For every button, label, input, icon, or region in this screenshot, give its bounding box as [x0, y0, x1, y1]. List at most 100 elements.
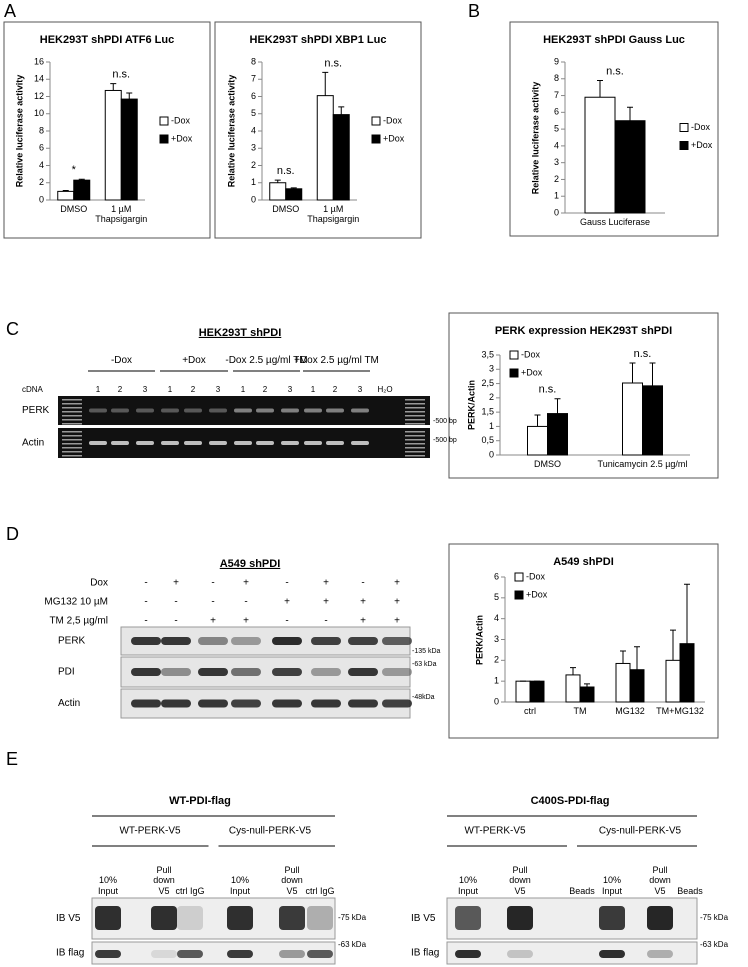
condition-sign: - — [211, 578, 214, 589]
ladder-band — [405, 435, 425, 437]
bar — [57, 190, 75, 201]
bar — [515, 680, 531, 703]
size-marker: -63 kDa — [338, 940, 367, 949]
annotation: n.s. — [606, 65, 624, 77]
ladder-band — [62, 435, 82, 437]
x-tick-label: Gauss Luciferase — [580, 217, 650, 227]
lane-label: Beads — [677, 886, 703, 896]
blot-band — [198, 637, 228, 645]
panel-letter: D — [6, 524, 19, 544]
blot-band — [161, 637, 191, 645]
construct-label: Cys-null-PERK-V5 — [599, 826, 682, 837]
error-bar — [627, 106, 633, 121]
gel-band — [281, 441, 299, 445]
y-tick-label: 7 — [251, 74, 256, 84]
gel-band — [326, 441, 344, 445]
legend-swatch — [371, 116, 381, 126]
bar — [285, 188, 303, 201]
annotation: * — [72, 164, 77, 176]
blot-band — [227, 906, 253, 930]
legend-label: -Dox — [383, 115, 403, 125]
x-tick-label: 1 µM Thapsigargin — [95, 204, 148, 225]
blot-band — [131, 637, 161, 645]
size-marker: -63 kDa — [700, 940, 729, 949]
lane-label: 10% Input — [601, 875, 623, 896]
y-tick-label: 3 — [494, 634, 499, 644]
chart-title: HEK293T shPDI ATF6 Luc — [40, 34, 174, 46]
legend-label: -Dox — [526, 571, 546, 581]
panel-letter: A — [4, 1, 16, 21]
legend-swatch — [514, 590, 524, 600]
legend-label: -Dox — [691, 122, 711, 132]
error-bar — [554, 398, 561, 414]
condition-sign: - — [244, 597, 247, 608]
error-bar — [126, 92, 133, 100]
x-tick-label: DMSO — [60, 204, 87, 214]
lane-label: 2 — [263, 385, 268, 394]
lane-label: 1 — [96, 385, 101, 394]
chart-frame — [448, 543, 719, 739]
y-tick-label: 12 — [34, 91, 44, 101]
ladder-band — [62, 415, 82, 417]
y-tick-label: 8 — [554, 73, 559, 83]
condition-sign: + — [394, 597, 400, 608]
ladder-band — [62, 399, 82, 401]
y-tick-label: 6 — [251, 91, 256, 101]
blot-band — [311, 637, 341, 645]
ladder-band — [405, 419, 425, 421]
y-tick-label: 3 — [554, 157, 559, 167]
lane-label: ctrl IgG — [305, 886, 334, 896]
legend-label: +Dox — [526, 589, 548, 599]
y-tick-label: 3 — [489, 364, 494, 374]
chart-title: HEK293T shPDI Gauss Luc — [543, 34, 685, 46]
gel-title: HEK293T shPDI — [199, 327, 282, 339]
y-tick-label: 1 — [494, 676, 499, 686]
bar — [547, 413, 568, 456]
y-tick-label: 2 — [494, 655, 499, 665]
legend-swatch — [509, 350, 519, 360]
lane-label: Pull down V5 — [281, 865, 303, 896]
bar — [104, 89, 122, 201]
blot-band — [231, 668, 261, 676]
bar — [73, 179, 91, 201]
chart-frame — [509, 21, 719, 237]
group-label: -Dox 2.5 µg/ml TM — [225, 354, 308, 366]
bar — [529, 680, 545, 703]
lane-label: 1 — [241, 385, 246, 394]
lane-label: Pull down V5 — [649, 864, 671, 896]
x-tick-label: ctrl — [524, 706, 536, 716]
ladder-band — [62, 403, 82, 405]
gel-band — [184, 408, 202, 413]
lane-label: 10% Input — [98, 875, 118, 895]
x-tick-label: MG132 — [615, 706, 645, 716]
blot-band — [227, 950, 253, 958]
size-marker: -75 kDa — [700, 913, 729, 922]
blot-band — [177, 906, 203, 930]
blot-band — [151, 906, 177, 930]
x-tick-label: DMSO — [272, 204, 300, 214]
y-tick-label: 5 — [554, 123, 559, 133]
lane-label: 10% Input — [601, 875, 623, 896]
y-tick-label: 4 — [554, 140, 559, 150]
chart-title: A549 shPDI — [553, 556, 614, 568]
y-tick-label: 0 — [489, 449, 494, 459]
blot-band — [151, 950, 177, 958]
group-label: +Dox — [182, 355, 206, 366]
y-tick-label: 8 — [39, 125, 44, 135]
blot-band — [161, 699, 191, 708]
lane-label: 2 — [333, 385, 338, 394]
gel-band — [89, 408, 107, 413]
blot-band — [507, 950, 533, 958]
error-bar — [670, 629, 676, 661]
lane-label: Pull down V5 — [153, 865, 175, 896]
x-tick-label: TM — [573, 706, 587, 716]
blot-band — [382, 637, 412, 645]
blot-band — [198, 699, 228, 708]
x-tick-label: Tunicamycin 2.5 µg/ml — [597, 459, 688, 469]
legend-label: +Dox — [171, 133, 193, 143]
condition-sign: - — [285, 578, 288, 589]
row-label: IB flag — [411, 948, 439, 959]
x-tick-label: DMSO — [272, 204, 300, 214]
size-marker: -75 kDa — [338, 913, 367, 922]
bar — [579, 686, 595, 703]
